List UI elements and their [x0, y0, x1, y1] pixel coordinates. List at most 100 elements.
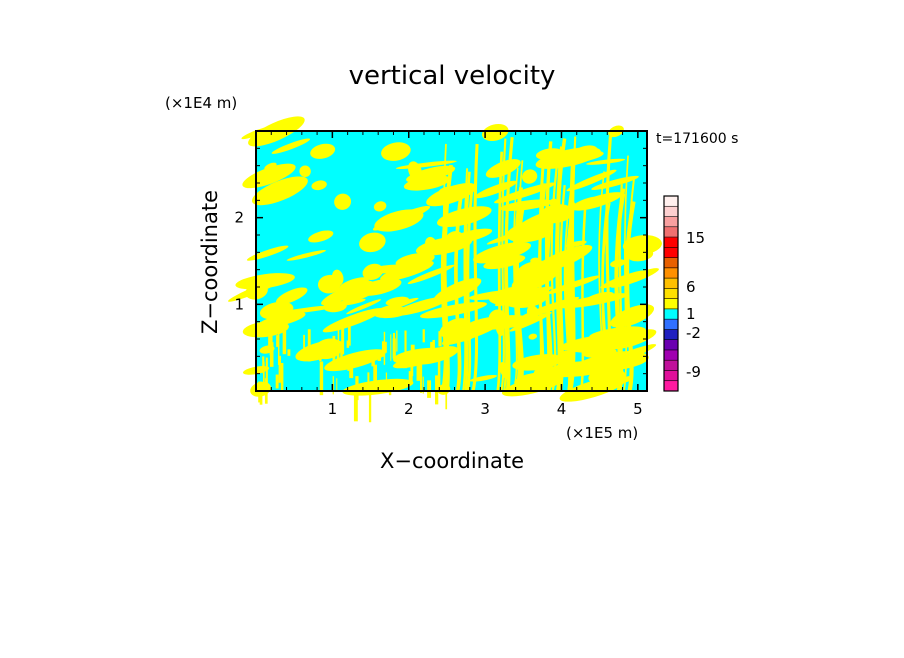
field-streak	[443, 176, 452, 392]
field-blob	[474, 180, 517, 199]
field-fleck	[262, 356, 265, 374]
field-fleck	[307, 329, 311, 362]
field-blob	[582, 347, 617, 358]
colorbar-swatch	[664, 288, 678, 299]
field-blob	[399, 255, 415, 264]
field-blob	[346, 299, 382, 315]
field-fleck	[347, 322, 351, 346]
field-fleck	[269, 342, 274, 367]
field-fleck	[435, 375, 439, 405]
field-fleck	[263, 361, 265, 395]
field-blob	[321, 284, 362, 306]
field-fleck	[438, 331, 442, 347]
field-fleck	[336, 378, 338, 391]
field-blob	[622, 235, 662, 255]
field-fleck	[332, 376, 334, 395]
field-blob	[385, 296, 409, 306]
field-blob	[357, 278, 402, 296]
field-fleck	[355, 376, 359, 401]
field-blob	[308, 230, 334, 243]
x-axis-label: X−coordinate	[380, 449, 524, 473]
field-fleck	[368, 390, 372, 423]
colorbar-swatch	[664, 206, 678, 217]
field-fleck	[347, 356, 350, 371]
field-fleck	[336, 349, 340, 369]
y-tick-label: 1	[234, 295, 244, 313]
plot-frame	[255, 130, 648, 392]
field-fleck	[390, 334, 392, 361]
field-fleck	[349, 359, 354, 379]
field-fleck	[367, 372, 370, 389]
field-streak	[602, 202, 611, 392]
colorbar-swatch	[664, 308, 678, 320]
field-streak	[563, 180, 574, 392]
field-blob	[426, 183, 477, 207]
colorbar-frame	[663, 195, 679, 392]
field-blob	[286, 250, 326, 261]
field-streak	[559, 184, 566, 392]
field-fleck	[377, 349, 382, 361]
field-fleck	[278, 355, 281, 383]
field-blob	[571, 145, 598, 161]
field-fleck	[340, 343, 343, 359]
colorbar-swatch	[664, 257, 678, 269]
field-blob	[393, 347, 452, 365]
field-fleck	[371, 355, 375, 367]
field-blob	[380, 260, 434, 282]
field-blob	[600, 270, 646, 289]
colorbar-label: -2	[686, 324, 701, 342]
field-streak	[544, 141, 553, 392]
colorbar-swatch	[664, 226, 678, 238]
field-blob	[384, 212, 405, 229]
field-streak	[550, 167, 558, 392]
x-tick-label: 2	[404, 400, 414, 418]
field-fleck	[319, 361, 324, 396]
field-streak	[598, 171, 605, 392]
field-fleck	[384, 341, 387, 353]
plot-area	[227, 116, 662, 423]
field-fleck	[383, 331, 386, 365]
field-fleck	[444, 341, 448, 371]
field-fleck	[408, 371, 413, 383]
field-blob	[403, 175, 451, 191]
field-blob	[362, 263, 384, 280]
colorbar-swatch	[664, 278, 678, 289]
y-axis: 12	[234, 147, 647, 375]
field-fleck	[410, 355, 414, 377]
x-tick-label: 5	[633, 400, 643, 418]
chart-title: vertical velocity	[349, 61, 556, 91]
field-blob	[251, 176, 308, 206]
field-blob	[271, 138, 311, 154]
field-fleck	[420, 361, 423, 393]
field-fleck	[276, 335, 279, 347]
field-streak	[580, 204, 587, 392]
field-blob	[395, 160, 457, 169]
field-fleck	[346, 340, 350, 348]
field-fleck	[393, 332, 396, 359]
field-fleck	[303, 334, 305, 358]
field-fleck	[416, 356, 421, 381]
colorbar-swatch	[664, 380, 678, 392]
colorbar-swatch	[664, 196, 678, 207]
field-fleck	[430, 341, 434, 351]
field-streak	[555, 146, 565, 392]
field-streak	[505, 149, 512, 392]
colorbar-swatch	[664, 360, 678, 371]
colorbar-swatch	[664, 216, 678, 228]
x-tick-label: 1	[328, 400, 338, 418]
field-blob	[571, 196, 598, 208]
colorbar-swatch	[664, 319, 678, 330]
field-streak	[514, 201, 526, 392]
field-blob	[359, 232, 386, 253]
field-fleck	[402, 355, 407, 369]
field-blob	[246, 245, 289, 261]
field-fleck	[381, 341, 385, 357]
colorbar-swatch	[664, 237, 678, 248]
field-fleck	[410, 344, 415, 352]
field-streaks	[227, 116, 662, 423]
x-tick-label: 4	[557, 400, 567, 418]
field-fleck	[404, 330, 407, 352]
field-streak	[614, 188, 626, 392]
field-blob	[276, 287, 308, 305]
